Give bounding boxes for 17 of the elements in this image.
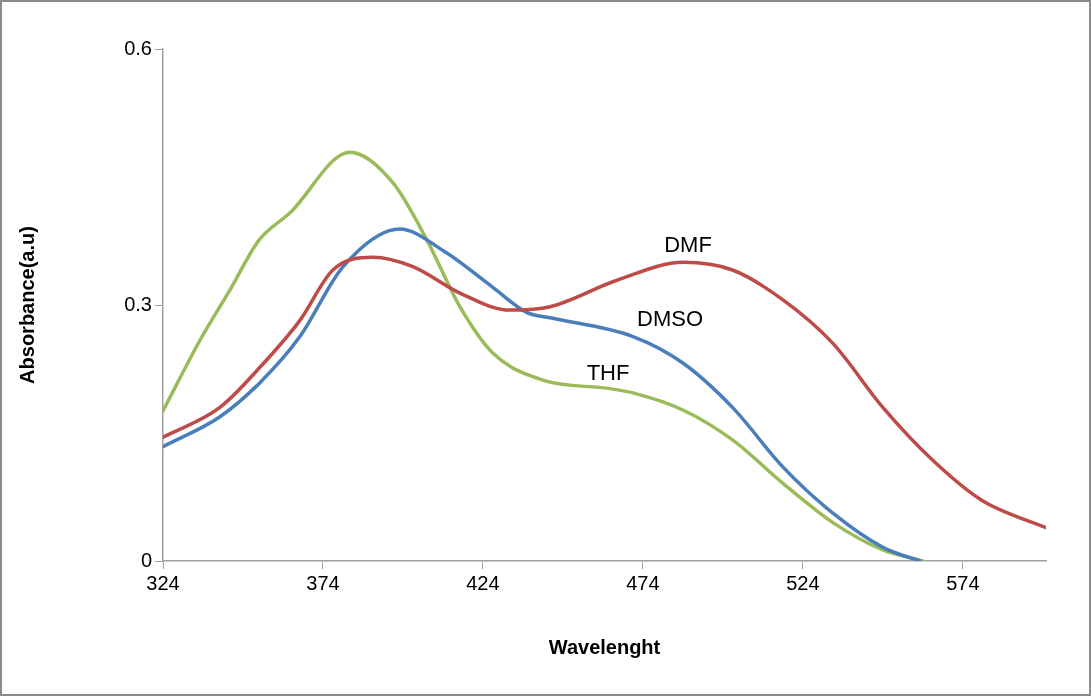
- series-label: DMSO: [637, 306, 703, 332]
- series-label: DMF: [664, 232, 712, 258]
- line-series: [163, 150, 925, 561]
- series-label: THF: [586, 360, 630, 386]
- x-tick-label: 474: [626, 571, 660, 594]
- y-tick-label: 0: [140, 548, 152, 571]
- x-axis-title: Wavelenght: [548, 635, 661, 658]
- x-tick-label: 374: [306, 571, 340, 594]
- x-tick-label: 524: [786, 571, 820, 594]
- line-series: [163, 227, 922, 561]
- y-tick-label: 0.3: [124, 292, 152, 315]
- line-series: [163, 255, 1046, 530]
- x-tick-label: 424: [466, 571, 500, 594]
- y-axis-title: Absorbance(a.u): [15, 226, 38, 384]
- y-tick-label: 0.6: [124, 36, 152, 59]
- x-tick-label: 574: [946, 571, 980, 594]
- x-tick-label: 324: [146, 571, 180, 594]
